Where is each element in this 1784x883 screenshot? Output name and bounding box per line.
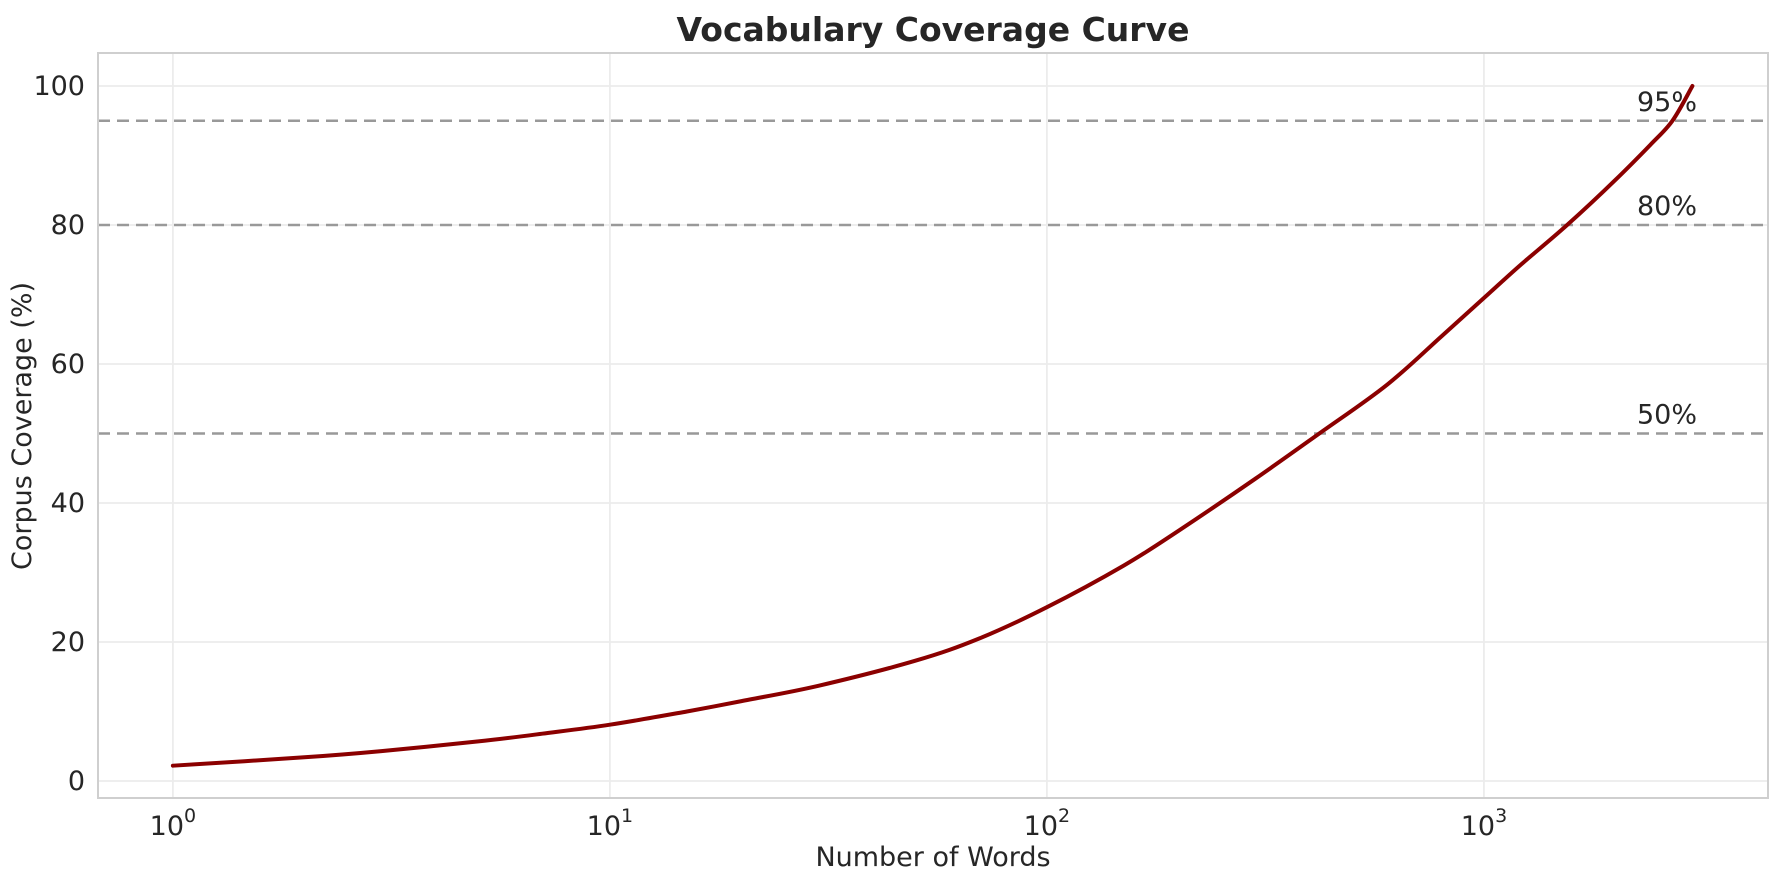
y-axis-label: Corpus Coverage (%): [7, 282, 38, 570]
plot-area: [98, 53, 1768, 798]
x-axis-label: Number of Words: [815, 842, 1050, 873]
y-tick-label: 100: [33, 71, 85, 102]
x-tick-label: 101: [587, 805, 633, 842]
y-tick-label: 40: [51, 488, 85, 519]
y-tick-label: 20: [51, 627, 85, 658]
threshold-label: 50%: [1637, 399, 1697, 430]
x-tick-label: 102: [1024, 805, 1070, 842]
x-tick-label: 103: [1461, 805, 1507, 842]
y-tick-label: 80: [51, 210, 85, 241]
x-tick-label: 100: [150, 805, 196, 842]
chart-title: Vocabulary Coverage Curve: [677, 10, 1190, 49]
plot-border: [97, 52, 1769, 799]
y-tick-label: 60: [51, 349, 85, 380]
threshold-label: 80%: [1637, 191, 1697, 222]
coverage-curve: [170, 84, 1695, 768]
y-tick-label: 0: [68, 766, 85, 797]
